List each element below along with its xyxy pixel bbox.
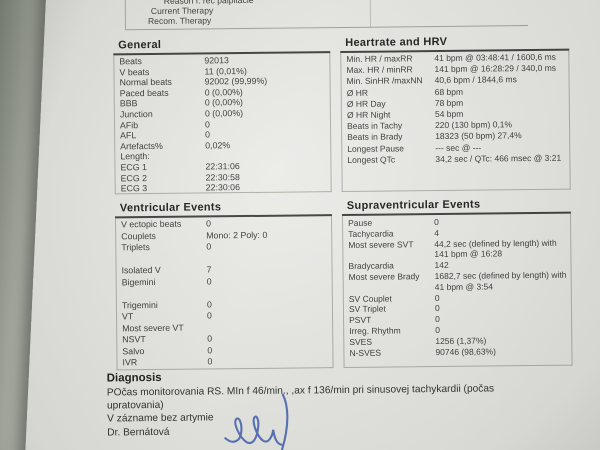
table-row: Most severe Brady 1682,7 sec (defined by … (349, 270, 571, 294)
row-value: 0 (207, 356, 213, 367)
row-value: 92002 (99,99%) (204, 75, 268, 87)
row-label: Min. HR / maxRR (346, 53, 413, 64)
row-value: 34,2 sec / QTc: 466 msec @ 3:21 (435, 152, 562, 164)
row-label: ECG 3 (120, 183, 148, 194)
signature-icon (224, 393, 289, 450)
table-row: Longest QTc 34,2 sec / QTc: 466 msec @ 3:… (347, 152, 569, 166)
general-table: Beats 92013 V beats 11 (0,01%) Normal beats 9… (113, 53, 332, 195)
row-value: 0 (0,00%) (204, 86, 243, 98)
row-label: V ectopic beats (121, 218, 182, 230)
row-label: VT (121, 311, 134, 322)
signature-stroke (224, 415, 283, 446)
row-label: Salvo (122, 345, 145, 356)
row-value: 141 bpm @ 16:28:29 / 340,0 ms (434, 62, 557, 75)
row-value: 0 (206, 241, 212, 252)
row-label: Most severe SVT (348, 238, 414, 250)
section-diagnosis: Diagnosis POčas monitorovania RS. MIn f … (107, 367, 590, 439)
row-value: 44,2 sec (defined by length) with 141 bp… (434, 237, 557, 260)
row-value: 1682,7 sec (defined by length) with 41 b… (434, 269, 567, 292)
row-value: 22:30:58 (205, 171, 240, 182)
row-value: 0 (205, 129, 211, 140)
row-value: 0 (207, 344, 213, 355)
row-value: 78 bpm (434, 97, 464, 108)
row-label: Longest Pause (347, 142, 405, 154)
row-value: Mono: 2 Poly: 0 (206, 229, 268, 240)
row-value: 22:30:06 (205, 182, 240, 193)
row-label: Max. HR / minRR (346, 64, 413, 76)
row-label: N-SVES (349, 347, 382, 358)
row-value: 0,02% (205, 139, 231, 151)
row-label: Isolated V (121, 264, 161, 276)
row-value: 40,6 bpm / 1844,6 ms (434, 74, 517, 86)
row-label: NSVT (122, 334, 146, 345)
row-value: 0 (207, 333, 213, 344)
supraventricular-table: Pause 0 Tachycardia 4 Most severe SVT 44,2 se… (341, 213, 573, 369)
header-recom-therapy: Recom. Therapy (147, 14, 212, 26)
row-label: Bigemini (121, 276, 156, 287)
row-value: 0 (434, 303, 440, 314)
row-value: 220 (130 bpm) 0,1% (434, 119, 513, 131)
row-label: Most severe VT (122, 322, 184, 333)
row-value: 0 (435, 314, 440, 325)
row-label: Min. SinHR /maxNN (346, 75, 423, 87)
row-label: Most severe Brady (348, 271, 420, 282)
row-value: 68 bpm (434, 86, 464, 97)
row-value: 54 bpm (434, 108, 464, 119)
heartrate-hrv-table: Min. HR / maxRR 41 bpm @ 03:48:41 / 1600,… (340, 50, 571, 193)
row-label: Longest QTc (347, 154, 396, 165)
row-value: 142 (434, 260, 449, 271)
row-value: 90746 (98,63%) (435, 345, 496, 357)
table-row: Most severe SVT 44,2 sec (defined by leng… (348, 237, 570, 261)
row-value: 0 (434, 217, 439, 228)
row-value: 1256 (1,37%) (435, 335, 487, 346)
row-value: 0 (435, 324, 440, 336)
row-label: Ø HR (346, 87, 369, 98)
row-label: Triplets (121, 242, 150, 253)
row-label: Ø HR Day (346, 98, 386, 109)
row-value: 7 (206, 264, 212, 275)
row-value: 22:31:06 (205, 161, 240, 172)
row-value: 0 (206, 275, 212, 286)
table-row: ECG 3 22:30:06 (121, 181, 331, 194)
section-general: General Beats 92013 V beats 11 (0,01%) Norma… (113, 37, 332, 195)
row-value: 4 (434, 227, 439, 238)
row-label: Trigemini (121, 299, 158, 310)
section-supraventricular-events: Supraventricular Events Pause 0 Tachycardi… (341, 197, 573, 369)
section-heartrate-hrv: Heartrate and HRV Min. HR / maxRR 41 bpm … (340, 34, 571, 193)
row-value: 0 (0,00%) (204, 97, 243, 108)
row-value: 0 (0,00%) (204, 108, 244, 119)
row-value: 92013 (204, 55, 229, 66)
signature-stroke (280, 393, 289, 450)
row-value: 11 (0,01%) (204, 65, 247, 77)
table-row: IVR 0 (122, 355, 332, 369)
row-value: 0 (204, 118, 210, 130)
row-value: 0 (206, 218, 212, 229)
row-label: Couplets (121, 230, 156, 241)
row-label: Ø HR Night (346, 109, 391, 120)
row-value: --- sec @ --- (435, 142, 482, 153)
row-value: 0 (206, 310, 212, 321)
header-therapy-box: Reason f. rec palpitácie Current Therapy… (124, 0, 372, 30)
row-value: 0 (206, 298, 212, 309)
report-paper: Reason f. rec palpitácie Current Therapy… (24, 0, 600, 450)
section-ventricular-events: Ventricular Events V ectopic beats 0 Coupl… (114, 200, 334, 371)
ventricular-table: V ectopic beats 0 Couplets Mono: 2 Poly: 0 T… (115, 216, 334, 371)
row-value: 18323 (50 bpm) 27,4% (435, 130, 522, 142)
row-label: IVR (122, 357, 138, 368)
table-row: N-SVES 90746 (98,63%) (349, 345, 571, 358)
row-label: Beats in Tachy (346, 120, 403, 132)
row-label: Beats in Brady (347, 131, 403, 143)
row-value: 0 (434, 292, 440, 303)
